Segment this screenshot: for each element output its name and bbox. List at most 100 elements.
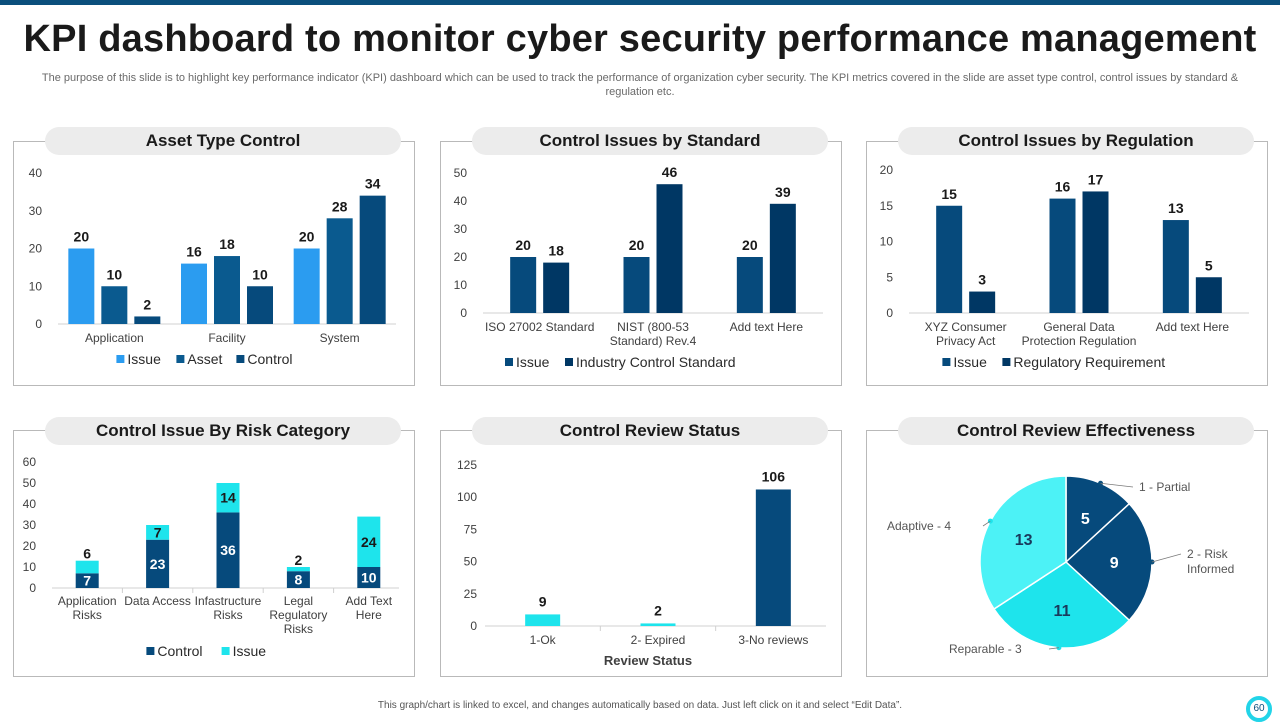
category-label: Privacy Act [936, 334, 996, 348]
pie-label-2-risk-informed: 2 - Risk Informed [1187, 547, 1234, 576]
category-label: NIST (800-53 [617, 320, 689, 334]
data-label: 6 [83, 546, 91, 562]
data-label: 16 [186, 244, 202, 260]
category-label: Application [85, 331, 144, 345]
y-tick-label: 10 [29, 279, 43, 293]
data-label: 7 [83, 573, 91, 589]
data-label: 20 [742, 237, 758, 253]
y-tick-label: 15 [880, 199, 894, 213]
pie-label-line: Informed [1187, 562, 1234, 576]
data-label: 106 [762, 468, 786, 484]
legend-swatch-asset [176, 355, 185, 363]
legend-label-issue: Issue [516, 354, 550, 370]
data-label: 11 [1054, 603, 1071, 620]
leader-line [1100, 482, 1134, 488]
control-review-effectiveness-chart: 5 1 - Partial 9 2 - Risk Informed 11 Reparable… [887, 475, 1234, 656]
control-review-status-chart: 0 25 50 75 100 125 9 1-Ok 2 2- Expired 106 3-No rev… [457, 458, 826, 668]
control-issues-by-standard-panel: 0 10 20 30 40 50 20 18 ISO 27002 Standard 20 46 NIS… [440, 141, 842, 386]
bar-issue-application-risks [75, 560, 99, 574]
category-label: Add Text [346, 594, 393, 608]
asset-type-control-chart: 0 10 20 30 40 20 10 2 Application 16 18 10 Facility 2… [29, 166, 396, 367]
leader-line [1151, 553, 1182, 563]
legend-swatch-issue [505, 358, 513, 366]
legend-swatch-control [146, 647, 155, 655]
category-label: ISO 27002 Standard [485, 320, 594, 334]
category-label: Facility [208, 331, 245, 345]
y-tick-label: 0 [470, 619, 477, 633]
legend-swatch-regulatory-requirement [1002, 358, 1011, 366]
top-accent-bar [0, 0, 1280, 5]
legend-swatch-issue [221, 647, 230, 655]
bar-issue-xyz-consumer-privacy-act [936, 205, 963, 313]
legend-label-issue: Issue [233, 643, 267, 659]
control-issues-by-regulation-panel: 0 5 10 15 20 15 3 XYZ Consumer Privacy Act 16 17 Ge… [866, 141, 1268, 386]
data-label: 9 [1110, 555, 1119, 572]
control-issue-by-risk-title: Control Issue By Risk Category [45, 417, 401, 445]
category-label: System [320, 331, 360, 345]
legend-label-asset: Asset [187, 351, 222, 367]
page-subtitle: The purpose of this slide is to highligh… [41, 72, 1239, 98]
legend-label-industry-control-standard: Industry Control Standard [576, 354, 736, 370]
bar-industry-control-standard-iso-27002-standard [543, 262, 570, 313]
data-label: 20 [629, 237, 645, 253]
bar-issue-add-text-here [736, 257, 763, 313]
data-label: 17 [1088, 171, 1104, 187]
data-label: 5 [1205, 257, 1213, 273]
data-label: 10 [107, 266, 123, 282]
data-label: 23 [150, 556, 166, 572]
bar-issue-add-text-here [1162, 220, 1189, 313]
control-review-effectiveness-panel: 5 1 - Partial 9 2 - Risk Informed 11 Reparable… [866, 430, 1268, 677]
y-tick-label: 20 [23, 539, 37, 553]
bar-asset-system [326, 218, 353, 324]
y-tick-label: 25 [464, 587, 478, 601]
bar-asset-facility [214, 256, 240, 324]
bar-issue-iso-27002-standard [510, 257, 537, 313]
y-tick-label: 20 [454, 250, 468, 264]
bar-industry-control-standard-add-text-here [769, 203, 796, 313]
bar-issue-general-data-protection-regulation [1049, 198, 1076, 313]
data-label: 2 [654, 602, 662, 618]
bar-issue-infastructure-risks [216, 483, 240, 513]
data-label: 39 [775, 184, 791, 200]
bar-asset-application [101, 286, 128, 324]
data-label: 9 [539, 593, 547, 609]
category-label: Application [58, 594, 117, 608]
data-label: 18 [219, 236, 235, 252]
y-tick-label: 100 [457, 490, 477, 504]
control-review-effectiveness-title: Control Review Effectiveness [898, 417, 1254, 445]
data-label: 20 [299, 229, 315, 245]
y-tick-label: 0 [35, 317, 42, 331]
y-tick-label: 30 [454, 222, 468, 236]
data-label: 8 [295, 572, 303, 588]
legend-label-regulatory-requirement: Regulatory Requirement [1013, 354, 1165, 370]
legend-swatch-issue [942, 358, 951, 366]
data-label: 13 [1168, 200, 1184, 216]
category-label: Risks [213, 608, 242, 622]
category-label: Risks [73, 608, 102, 622]
category-label: Data Access [124, 594, 191, 608]
data-label: 24 [361, 534, 377, 550]
bar-issue-legal-regulatory-risks [286, 567, 310, 572]
data-label: 34 [365, 176, 381, 192]
bar-issue-system [293, 248, 320, 324]
data-label: 36 [220, 542, 236, 558]
pie-label-1-partial: 1 - Partial [1139, 480, 1190, 494]
y-tick-label: 10 [23, 560, 37, 574]
asset-type-control-panel: 0 10 20 30 40 20 10 2 Application 16 18 10 Facility 2… [13, 141, 415, 386]
bar-control-infastructure-risks [216, 512, 240, 588]
y-tick-label: 0 [886, 306, 893, 320]
data-label: 3 [978, 272, 986, 288]
y-tick-label: 30 [23, 518, 37, 532]
bar-control-add-text-here [357, 567, 381, 588]
control-review-status-panel: 0 25 50 75 100 125 9 1-Ok 2 2- Expired 106 3-No rev… [440, 430, 842, 677]
data-label: 20 [515, 237, 531, 253]
category-label: Here [356, 608, 382, 622]
pie-label-adaptive-4: Adaptive - 4 [887, 519, 951, 533]
category-label: 3-No reviews [738, 633, 808, 647]
legend-swatch-industry-control-standard [565, 358, 573, 366]
bar-2-expired [640, 623, 676, 626]
bar-control-system [359, 195, 386, 324]
data-label: 13 [1015, 532, 1033, 549]
pie-label-reparable-3: Reparable - 3 [949, 642, 1022, 656]
